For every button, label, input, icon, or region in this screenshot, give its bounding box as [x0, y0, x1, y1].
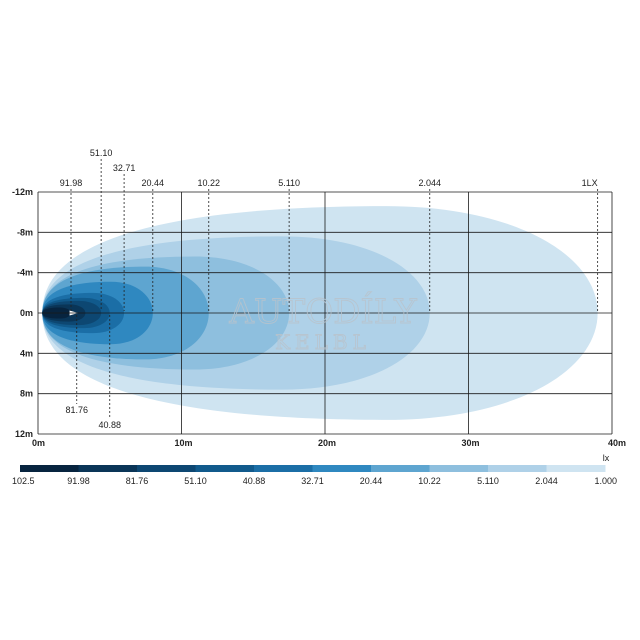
scale-swatch — [371, 465, 430, 472]
y-tick-label: -12m — [12, 187, 33, 197]
scale-label: 102.5 — [12, 476, 35, 486]
iso-label-20.44: 20.44 — [142, 178, 165, 188]
scale-label: 51.10 — [184, 476, 207, 486]
x-tick-label: 40m — [608, 438, 626, 448]
scale-label: 40.88 — [243, 476, 266, 486]
grid-layer: 0m 10m 20m 30m 40m -12m -8m -4m 0m 4m 8m 12m — [12, 187, 626, 448]
scale-label: 10.22 — [418, 476, 441, 486]
scale-label: 5.110 — [477, 476, 499, 486]
color-scale: 102.5 91.98 81.76 51.10 40.88 32.71 20.44 10.22… — [12, 453, 617, 486]
watermark-line-1: AUTODÍLY — [228, 291, 417, 332]
x-tick-label: 30m — [461, 438, 479, 448]
watermark-line-2: KELBL — [275, 330, 371, 354]
iso-label-10.22: 10.22 — [197, 178, 220, 188]
scale-unit-label: lx — [603, 453, 610, 463]
scale-label: 2.044 — [535, 476, 558, 486]
y-tick-label: 4m — [20, 348, 33, 358]
scale-swatch — [254, 465, 313, 472]
x-tick-label: 10m — [174, 438, 192, 448]
scale-swatch — [429, 465, 489, 472]
scale-label: 1.000 — [594, 476, 617, 486]
scale-swatch — [78, 465, 138, 472]
iso-label-91.98: 91.98 — [60, 178, 83, 188]
x-tick-label: 0m — [32, 438, 45, 448]
scale-swatch — [137, 465, 196, 472]
iso-label-1LX: 1LX — [582, 178, 598, 188]
x-tick-label: 20m — [318, 438, 336, 448]
iso-label-5.110: 5.110 — [278, 178, 300, 188]
scale-swatch — [488, 465, 547, 472]
iso-label-32.71: 32.71 — [113, 163, 136, 173]
iso-label-51.10: 51.10 — [90, 148, 113, 158]
scale-swatch — [312, 465, 372, 472]
y-tick-label: 12m — [15, 429, 33, 439]
scale-swatch — [195, 465, 255, 472]
y-tick-label: -4m — [17, 268, 33, 278]
scale-label: 20.44 — [360, 476, 383, 486]
iso-label-2.044: 2.044 — [418, 178, 441, 188]
y-tick-label: 8m — [20, 389, 33, 399]
y-tick-label: -8m — [17, 227, 33, 237]
scale-label: 32.71 — [301, 476, 324, 486]
scale-swatch — [20, 465, 79, 472]
scale-label: 81.76 — [126, 476, 149, 486]
scale-label: 91.98 — [67, 476, 90, 486]
scale-swatch — [546, 465, 606, 472]
y-tick-label: 0m — [20, 308, 33, 318]
iso-label-40.88: 40.88 — [98, 420, 121, 430]
iso-label-81.76: 81.76 — [65, 405, 88, 415]
